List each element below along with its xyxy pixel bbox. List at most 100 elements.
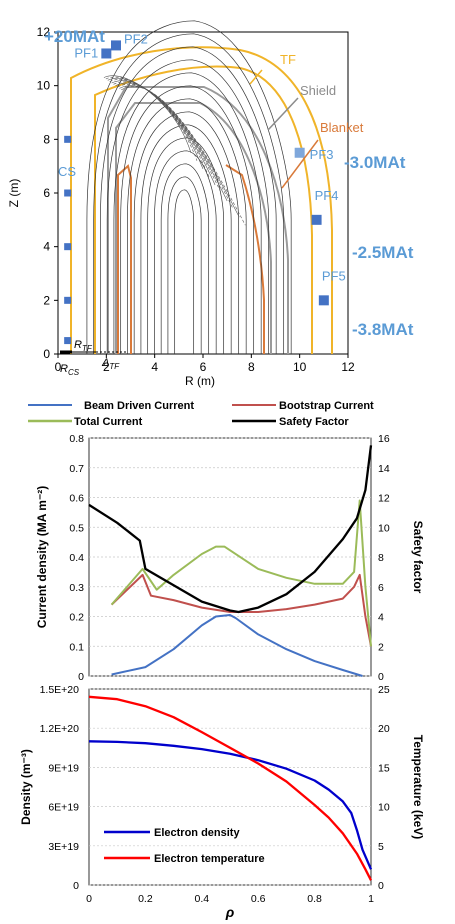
flux-surface	[100, 46, 277, 354]
tf-label: TF	[280, 52, 296, 67]
y2-tick-label: 6	[378, 582, 384, 594]
coil-pf4	[311, 214, 322, 225]
divertor-line	[121, 86, 246, 226]
y-tick-label: 0.4	[69, 552, 84, 564]
y2-tick-label: 10	[378, 802, 390, 814]
divertor-line	[109, 79, 210, 178]
flux-surface	[113, 72, 262, 354]
coil-current-label: -2.5MAt	[352, 243, 414, 262]
x-axis-title: R (m)	[185, 374, 215, 388]
series-line	[88, 695, 373, 881]
y-tick-label: 9E+19	[48, 762, 79, 774]
legend-top: Beam Driven Current Bootstrap Current To…	[28, 400, 374, 428]
y2-tick-label: 25	[378, 684, 390, 696]
x-tick-label: 4	[151, 360, 158, 374]
divertor-line	[105, 76, 198, 161]
series-line	[110, 573, 372, 647]
shield-label: Shield	[300, 83, 336, 98]
y-tick-label: 6E+19	[48, 802, 79, 814]
y-tick-label: 0.5	[69, 522, 84, 534]
y2-tick-label: 5	[378, 841, 384, 853]
flux-surface	[140, 124, 232, 354]
y-tick-label: 1.5E+20	[40, 684, 80, 696]
divertor-line	[119, 85, 240, 218]
coil-current-label: +20MAt	[44, 27, 105, 46]
divertor-line	[113, 81, 222, 194]
legend-total: Total Current	[74, 416, 143, 428]
x-tick-label: 2	[103, 360, 110, 374]
y-axis-title-left: Current density (MA m⁻²)	[35, 486, 49, 629]
y-axis-title: Z (m)	[7, 179, 21, 208]
y-tick-label: 10	[37, 79, 51, 93]
cs-coil	[64, 135, 72, 143]
y-tick-label: 0	[43, 347, 50, 361]
y2-tick-label: 15	[378, 762, 390, 774]
x-tick-label: 0	[55, 360, 62, 374]
y-tick-label: 0.3	[69, 582, 84, 594]
y-tick-label: 1.2E+20	[40, 723, 80, 735]
y2-tick-label: 16	[378, 433, 390, 445]
y-tick-label: 0.8	[69, 433, 84, 445]
y2-tick-label: 20	[378, 723, 390, 735]
y-tick-label: 8	[43, 132, 50, 146]
coil-label: PF1	[74, 45, 98, 60]
flux-surface	[93, 33, 285, 354]
y2-tick-label: 14	[378, 463, 390, 475]
y-tick-label: 0.1	[69, 641, 84, 653]
x-tick-label: 8	[248, 360, 255, 374]
flux-surfaces	[86, 20, 292, 354]
shield-inner	[115, 102, 272, 354]
legend-bottom: Electron density Electron temperature	[104, 827, 265, 865]
y2-tick-label: 2	[378, 641, 384, 653]
flux-surface	[127, 98, 247, 354]
blanket-label: Blanket	[320, 120, 364, 135]
flux-surface	[167, 176, 202, 354]
x-tick-label: 0.8	[307, 893, 322, 905]
y-tick-label: 0.2	[69, 612, 84, 624]
y-axis-title-right: Safety factor	[411, 521, 425, 594]
y-tick-label: 12	[37, 25, 51, 39]
coil-label: PF4	[315, 188, 339, 203]
x-tick-label: 0	[86, 893, 92, 905]
legend-density: Electron density	[154, 827, 240, 839]
x-tick-label: 12	[341, 360, 355, 374]
shield-outer	[107, 86, 289, 354]
flux-surface	[174, 189, 195, 354]
tf-coil-inner	[70, 46, 333, 354]
flux-surface	[120, 85, 255, 354]
divertor-line	[111, 80, 216, 186]
series-line	[88, 740, 373, 870]
x-tick-label: 6	[200, 360, 207, 374]
flux-surface	[133, 111, 240, 354]
coil-label: PF5	[322, 268, 346, 283]
series-line	[88, 445, 373, 614]
legend-safety: Safety Factor	[279, 416, 349, 428]
x-tick-label: 0.2	[138, 893, 153, 905]
density-temperature-panel: 03E+196E+199E+191.2E+201.5E+200510152025…	[19, 684, 425, 920]
blanket-outer	[225, 164, 265, 354]
coil-pf5	[318, 295, 329, 306]
y-axis-title-right: Temperature (keV)	[411, 735, 425, 839]
y2-tick-label: 4	[378, 612, 384, 624]
cs-coil	[64, 243, 72, 251]
series-line	[111, 614, 363, 677]
flux-surface	[86, 20, 292, 354]
x-tick-label: 0.6	[251, 893, 266, 905]
y-tick-label: 0.6	[69, 493, 84, 505]
y-tick-label: 0.7	[69, 463, 84, 475]
plot-frame	[57, 31, 349, 355]
flux-surface	[160, 163, 210, 354]
y2-tick-label: 12	[378, 493, 390, 505]
y-axis-title-left: Density (m⁻³)	[19, 749, 33, 825]
x-tick-label: 1	[368, 893, 374, 905]
y2-tick-label: 0	[378, 880, 384, 892]
flux-surface	[147, 137, 225, 354]
cross-section-panel: 0 2 4 6 8 10 12 0 2 4 6 8 10 12 CS PF1 PF2 PF3 PF4 PF5 +20…	[7, 20, 414, 388]
y-tick-label: 2	[43, 293, 50, 307]
y2-tick-label: 8	[378, 552, 384, 564]
rtf-label: RTF	[74, 339, 93, 353]
cs-label: CS	[58, 164, 76, 179]
dimension-annotations: RCS RTF ΔTF	[60, 339, 128, 377]
y-tick-label: 4	[43, 240, 50, 254]
